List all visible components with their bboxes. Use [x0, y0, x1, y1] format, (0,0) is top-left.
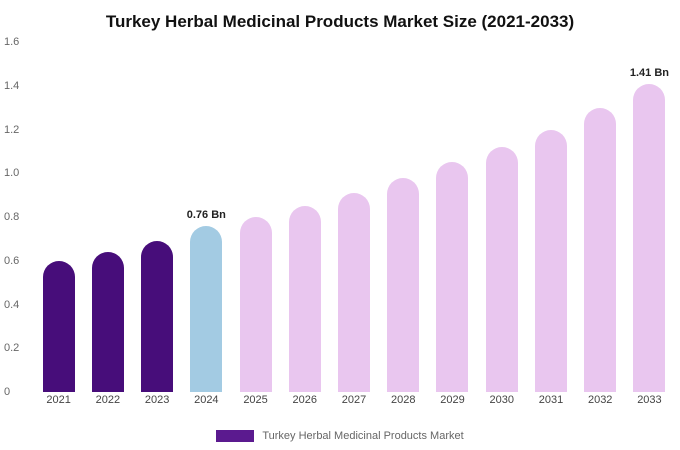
bar-column — [83, 42, 132, 392]
x-tick-label-2030: 2030 — [489, 394, 514, 406]
x-tick-label-2029: 2029 — [440, 394, 465, 406]
bar-column — [428, 42, 477, 392]
bar-2029 — [436, 162, 469, 392]
y-tick-label: 1.4 — [4, 79, 20, 92]
y-axis: 0 0.2 0.4 0.6 0.8 1.0 1.2 1.4 1.6 — [0, 36, 30, 398]
x-tick-label-2023: 2023 — [144, 394, 170, 406]
y-tick-label: 1.2 — [4, 123, 20, 136]
bar-column — [132, 42, 181, 392]
legend: Turkey Herbal Medicinal Products Market — [0, 430, 680, 442]
x-tick-label-2027: 2027 — [341, 394, 367, 406]
chart-title: Turkey Herbal Medicinal Products Market … — [105, 12, 575, 31]
legend-label: Turkey Herbal Medicinal Products Market — [262, 430, 464, 442]
y-tick-label: 0 — [4, 386, 11, 398]
x-tick-label-2022: 2022 — [95, 394, 121, 406]
bar-column — [526, 42, 575, 392]
x-tick-label-2025: 2025 — [243, 394, 268, 406]
bar-2033: 1.41 Bn — [630, 67, 669, 392]
bar-2026 — [288, 206, 321, 392]
bar-column — [576, 42, 625, 392]
bar-2028 — [387, 177, 420, 392]
bar-column — [34, 42, 83, 392]
x-tick-label-2031: 2031 — [538, 394, 564, 406]
bar-column — [329, 42, 378, 392]
y-tick-label: 0.2 — [4, 342, 20, 355]
bar-column: 0.76 Bn — [182, 42, 231, 392]
y-tick-label: 1.6 — [4, 36, 20, 48]
x-tick-label-2032: 2032 — [587, 394, 613, 406]
y-tick-label: 0.6 — [4, 254, 20, 267]
x-tick-label-2028: 2028 — [391, 394, 416, 406]
bar-column — [379, 42, 428, 392]
y-tick-label: 1.0 — [4, 167, 20, 180]
y-tick-label: 0.8 — [4, 211, 20, 223]
bar-value-label-2024: 0.76 Bn — [186, 208, 226, 221]
bar-column: 1.41 Bn — [625, 42, 674, 392]
x-axis: 2021 2022 2023 2024 2025 2026 2027 2028 2029 2030… — [34, 394, 674, 406]
bar-2023 — [141, 241, 174, 392]
x-tick-label-2033: 2033 — [637, 394, 662, 406]
bar-2027 — [338, 192, 371, 392]
chart-area: 0 0.2 0.4 0.6 0.8 1.0 1.2 1.4 1.6 0.76 Bn 1.41 Bn… — [0, 36, 680, 414]
bar-2021 — [42, 260, 75, 392]
plot-area: 0.76 Bn 1.41 Bn — [34, 42, 674, 392]
bar-2025 — [239, 217, 272, 392]
bar-2031 — [534, 129, 567, 392]
bar-column — [231, 42, 280, 392]
bar-2022 — [91, 252, 124, 392]
x-tick-label-2021: 2021 — [46, 394, 71, 406]
bar-column — [477, 42, 526, 392]
bar-2024: 0.76 Bn — [187, 209, 226, 392]
bar-2032 — [584, 107, 617, 392]
x-tick-label-2024: 2024 — [194, 394, 219, 406]
y-tick-label: 0.4 — [4, 298, 20, 311]
bar-column — [280, 42, 329, 392]
legend-swatch-icon — [216, 430, 255, 442]
x-tick-label-2026: 2026 — [292, 394, 318, 406]
bar-value-label-2033: 1.41 Bn — [629, 66, 669, 79]
bar-2030 — [485, 147, 518, 392]
